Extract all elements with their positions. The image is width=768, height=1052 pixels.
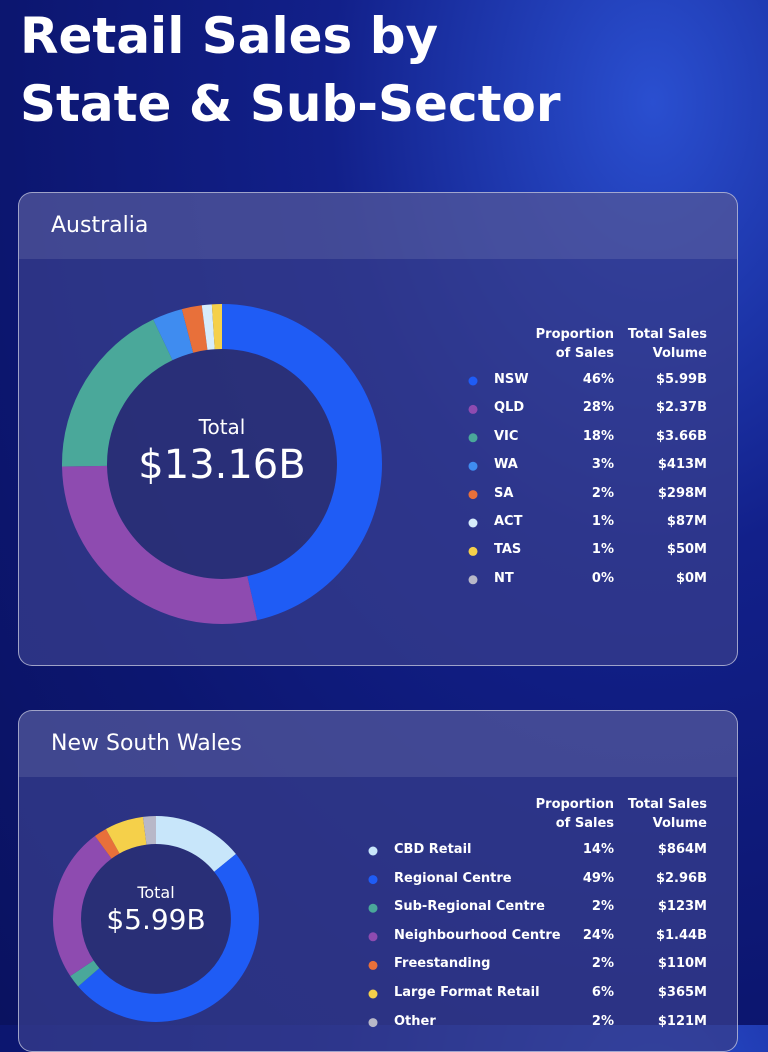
legend-label: ACT <box>494 514 523 529</box>
proportion: 1% <box>591 514 614 529</box>
sales-volume: $365M <box>657 985 707 1000</box>
legend-label: SA <box>494 485 514 501</box>
donut-slice <box>222 304 383 621</box>
proportion: 18% <box>582 428 614 444</box>
sales-volume: $87M <box>666 514 707 529</box>
legend-dot <box>368 1018 378 1028</box>
proportion: 1% <box>591 542 614 558</box>
donut-slice <box>62 465 258 625</box>
donut-slice <box>211 304 222 350</box>
legend-dot <box>368 932 378 942</box>
legend-label: Neighbourhood Centre <box>394 927 561 943</box>
legend-dot <box>468 461 478 471</box>
panel-header <box>19 193 737 259</box>
donut-slice <box>53 836 112 977</box>
center-value: $5.99B <box>106 903 205 936</box>
legend-label: TAS <box>494 542 522 558</box>
proportion: 3% <box>591 457 614 473</box>
center-label: Total <box>136 883 174 902</box>
legend-label: Large Format Retail <box>394 985 540 1000</box>
center-value: $13.16B <box>138 442 305 488</box>
proportion: 14% <box>582 842 614 857</box>
donut-slice <box>94 828 120 859</box>
sales-volume: $413M <box>657 457 707 473</box>
sales-volume: $298M <box>657 485 707 501</box>
donut-slice <box>105 816 147 854</box>
legend-dot <box>468 546 478 556</box>
proportion: 46% <box>582 372 614 387</box>
legend-label: WA <box>494 457 518 473</box>
legend-dot <box>468 376 478 386</box>
donut-slice <box>61 319 173 467</box>
panel-title: Australia <box>51 213 149 238</box>
legend-label: Other <box>394 1013 436 1029</box>
sales-volume: $121M <box>657 1013 707 1029</box>
sales-volume: $864M <box>657 842 707 857</box>
sales-volume: $110M <box>657 956 707 972</box>
page-title: State & Sub-Sector <box>20 75 561 133</box>
proportion: 24% <box>582 927 614 943</box>
sales-volume: $0M <box>675 570 707 586</box>
sales-volume: $2.96B <box>655 870 707 886</box>
column-header: Proportion of Sales <box>535 327 614 361</box>
legend-dot <box>468 433 478 443</box>
legend-dot <box>468 518 478 528</box>
center-label: Total <box>198 415 246 439</box>
donut-slice <box>201 304 215 350</box>
sales-volume: $3.66B <box>655 428 707 444</box>
donut-hole <box>81 844 231 994</box>
donut-slice <box>78 854 259 1022</box>
legend-dot <box>368 875 378 885</box>
legend-label: Regional Centre <box>394 870 512 886</box>
donut-slice <box>181 305 208 353</box>
donut-slice <box>142 816 156 845</box>
panel-title: New South Wales <box>51 731 242 756</box>
legend-dot <box>368 960 378 970</box>
proportion: 0% <box>591 570 614 586</box>
legend-label: VIC <box>494 428 519 444</box>
sales-volume: $50M <box>666 542 707 558</box>
panel: Australia Total $13.16B Proportion of Sales… <box>18 192 738 666</box>
proportion: 2% <box>591 956 614 972</box>
legend-dot <box>468 404 478 414</box>
page-title: Retail Sales by <box>20 7 439 65</box>
donut-hole <box>107 349 337 579</box>
legend-dot <box>368 903 378 913</box>
proportion: 2% <box>591 1013 614 1029</box>
legend-label: QLD <box>494 400 525 416</box>
donut-chart: Total $13.16B <box>61 304 478 625</box>
legend-dot <box>368 989 378 999</box>
proportion: 6% <box>591 985 614 1000</box>
legend-dot <box>468 575 478 585</box>
proportion: 49% <box>582 870 614 886</box>
proportion: 2% <box>591 485 614 501</box>
legend-label: CBD Retail <box>394 842 472 857</box>
proportion: 2% <box>591 899 614 915</box>
donut-slice <box>70 960 100 987</box>
legend-label: Freestanding <box>394 956 491 972</box>
donut-slice <box>156 816 236 872</box>
panel: New South Wales Total $5.99B Proportion of … <box>18 710 738 1052</box>
panel-header <box>19 711 737 777</box>
sales-volume: $5.99B <box>655 372 707 387</box>
donut-chart: Total$5.99B <box>53 816 378 1028</box>
legend-dot <box>468 490 478 500</box>
legend-dot <box>368 846 378 856</box>
legend-label: NT <box>494 570 514 586</box>
legend-label: Sub-Regional Centre <box>394 899 545 915</box>
legend-label: NSW <box>494 372 529 387</box>
sales-volume: $2.37B <box>655 400 707 416</box>
column-header: Proportion of Sales <box>535 797 614 831</box>
proportion: 28% <box>582 400 614 416</box>
column-header: Total Sales Volume <box>627 797 707 831</box>
sales-volume: $1.44B <box>655 927 707 943</box>
sales-volume: $123M <box>657 899 707 915</box>
column-header: Total Sales Volume <box>627 327 707 361</box>
donut-slice <box>153 309 194 361</box>
